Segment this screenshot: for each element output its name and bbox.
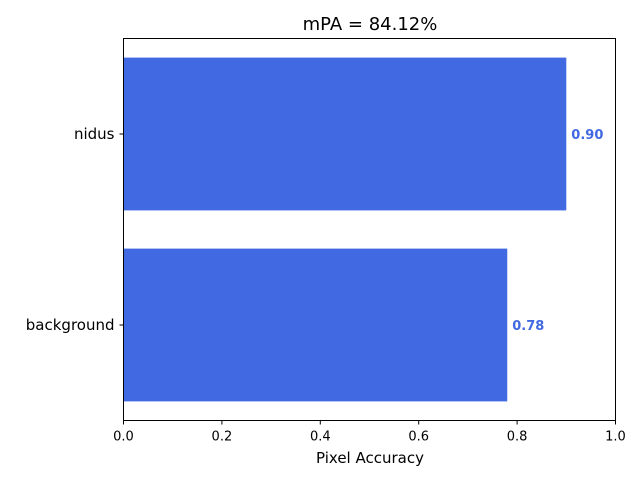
bar-background xyxy=(123,248,508,402)
data-label-nidus: 0.90 xyxy=(571,128,603,143)
x-tick-label: 0.4 xyxy=(310,430,331,445)
x-axis: 0.0 0.2 0.4 0.6 0.8 1.0 xyxy=(113,420,626,445)
plot-frame xyxy=(123,38,616,421)
data-label-background: 0.78 xyxy=(512,319,544,334)
x-tick-label: 1.0 xyxy=(605,430,626,445)
chart-title: mPA = 84.12% xyxy=(303,14,438,35)
x-axis-label: Pixel Accuracy xyxy=(316,449,424,467)
y-tick-label-nidus: nidus xyxy=(74,125,115,143)
bars-layer: 0.78 0.90 xyxy=(123,57,603,402)
x-tick-label: 0.0 xyxy=(113,430,134,445)
x-tick-label: 0.6 xyxy=(408,430,429,445)
bar-nidus xyxy=(123,57,567,211)
y-tick-label-background: background xyxy=(26,316,115,334)
x-tick-label: 0.8 xyxy=(507,430,528,445)
x-tick-label: 0.2 xyxy=(212,430,233,445)
y-axis: background nidus xyxy=(26,125,124,334)
